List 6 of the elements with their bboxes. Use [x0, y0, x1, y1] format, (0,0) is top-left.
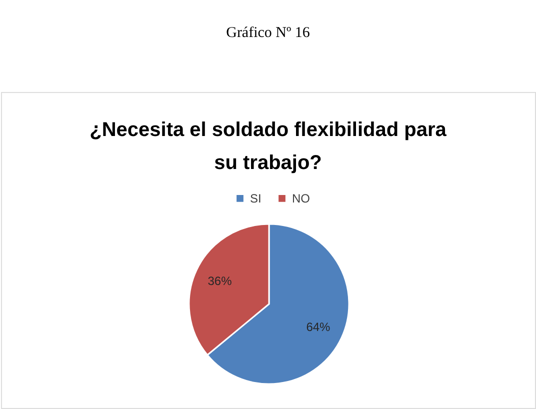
data-label: 36% [208, 274, 232, 288]
chart-title: ¿Necesita el soldado flexibilidad para su trabajo? [90, 119, 448, 174]
legend-label: NO [292, 191, 310, 206]
legend-label: SI [250, 191, 262, 206]
data-label: 64% [306, 320, 331, 334]
text: Gráfico Nº 16 [226, 25, 310, 41]
